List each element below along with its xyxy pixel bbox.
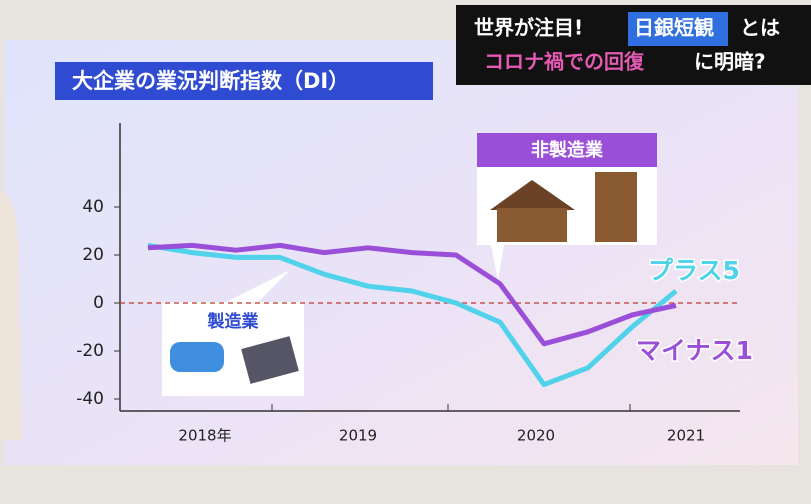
end-label: プラス5 <box>648 256 740 285</box>
series-line <box>147 242 678 388</box>
shop-icon <box>490 180 575 210</box>
hotel-icon <box>595 172 637 242</box>
y-tick-label: -20 <box>76 341 104 361</box>
title-bar <box>55 62 433 100</box>
callout-header <box>477 133 657 167</box>
y-tick-label: 0 <box>93 293 104 313</box>
x-year-label: 2020 <box>517 427 555 445</box>
presenter <box>0 190 22 440</box>
caption-text: 日銀短観 <box>634 16 714 40</box>
caption-text: コロナ禍での回復 <box>484 50 645 74</box>
callout-pointer <box>490 240 505 280</box>
end-label: マイナス1 <box>636 336 753 365</box>
x-year-label: 2021 <box>667 427 705 445</box>
car-icon <box>170 342 224 372</box>
caption-highlight <box>628 12 728 46</box>
callouts: 製造業 非製造業 <box>162 133 657 396</box>
caption-text: とは <box>740 16 780 40</box>
y-tick-label: -40 <box>76 389 104 409</box>
caption-text: に明暗? <box>694 50 766 74</box>
callout-pointer <box>210 270 290 310</box>
caption-text: 世界が注目! <box>474 16 583 40</box>
y-tick-label: 20 <box>82 245 104 265</box>
x-year-label: 2018年 <box>178 427 231 445</box>
series-line <box>147 242 677 347</box>
y-tick-label: 40 <box>82 197 104 217</box>
part-icon <box>241 336 299 384</box>
callout-label: 非製造業 <box>531 139 604 161</box>
x-year-label: 2019 <box>339 427 377 445</box>
shop-icon <box>497 208 567 242</box>
chart-title: 大企業の業況判断指数（DI） <box>72 69 349 93</box>
callout-label: 製造業 <box>207 311 259 332</box>
